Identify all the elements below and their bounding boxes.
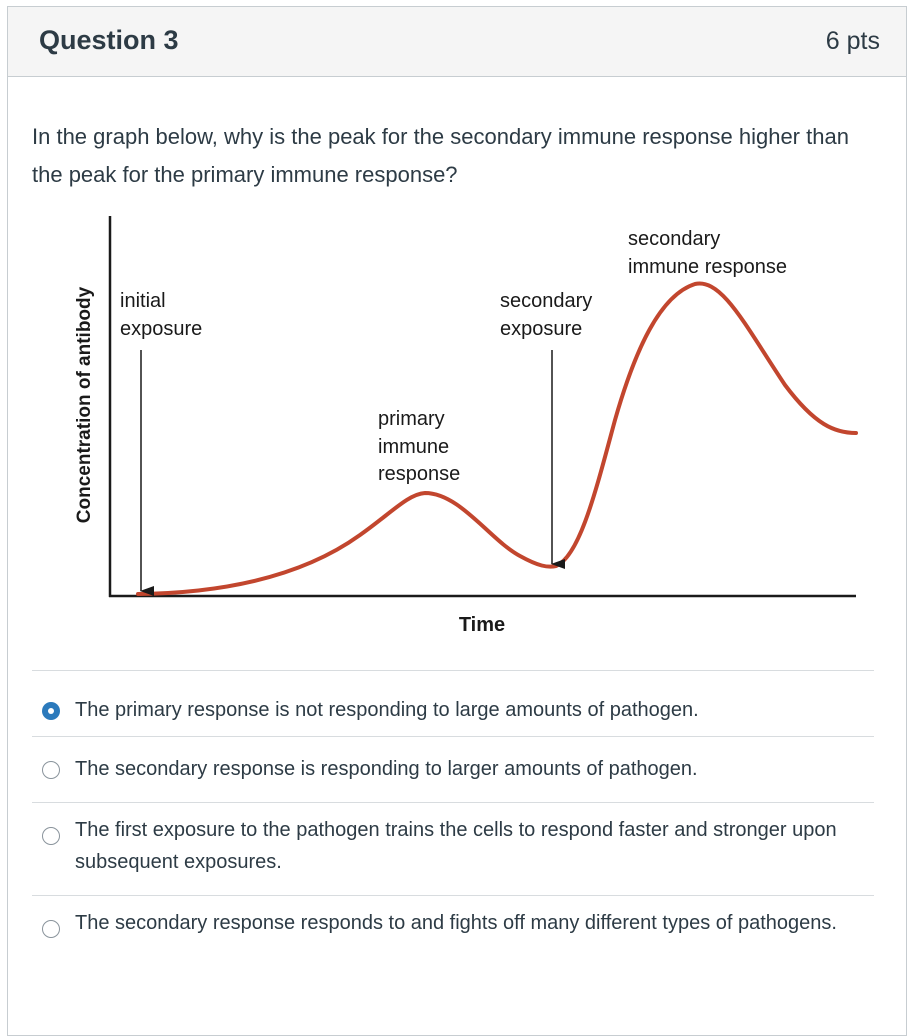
y-axis-label: Concentration of antibody (74, 286, 95, 523)
label-primary-response-1: primary (378, 408, 445, 430)
answer-label: The primary response is not responding t… (75, 699, 699, 721)
radio-icon[interactable] (42, 920, 60, 938)
x-axis-label: Time (459, 614, 505, 636)
label-secondary-exposure-1: secondary (500, 290, 592, 312)
label-secondary-response-2: immune response (628, 256, 787, 278)
question-text: In the graph below, why is the peak for … (32, 124, 849, 187)
label-initial-exposure-2: exposure (120, 318, 202, 340)
answer-option[interactable]: The secondary response is responding to … (32, 736, 874, 802)
label-secondary-response-1: secondary (628, 228, 720, 250)
label-primary-response-2: immune (378, 436, 449, 458)
antibody-graph: Concentration of antibody Time initial e… (74, 216, 858, 636)
label-secondary-exposure-2: exposure (500, 318, 582, 340)
answer-option[interactable]: The secondary response responds to and f… (32, 895, 874, 990)
answer-label: The secondary response is responding to … (75, 758, 698, 780)
question-points: 6 pts (825, 27, 880, 55)
radio-icon[interactable] (42, 761, 60, 779)
label-initial-exposure-1: initial (120, 290, 166, 312)
question-card: Question 3 6 pts (7, 6, 907, 1036)
answer-label: The first exposure to the pathogen train… (75, 819, 837, 873)
answer-label: The secondary response responds to and f… (75, 912, 837, 934)
answer-option[interactable]: The primary response is not responding t… (32, 670, 874, 736)
question-header: Question 3 6 pts (8, 7, 906, 77)
question-title: Question 3 (39, 25, 179, 55)
radio-icon[interactable] (42, 827, 60, 845)
radio-selected-icon[interactable] (42, 702, 60, 720)
answer-option[interactable]: The first exposure to the pathogen train… (32, 802, 874, 895)
answer-list: The primary response is not responding t… (32, 670, 874, 990)
antibody-curve (136, 281, 858, 596)
label-primary-response-3: response (378, 463, 460, 485)
